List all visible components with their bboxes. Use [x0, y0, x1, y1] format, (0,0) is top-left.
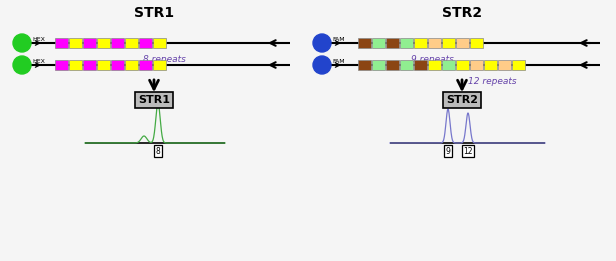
Text: 8 repeats: 8 repeats [142, 55, 185, 64]
Text: 9 repeats: 9 repeats [410, 55, 453, 64]
Text: HEX: HEX [32, 37, 45, 42]
Bar [97, 60, 110, 70]
Bar [153, 60, 166, 70]
Bar [456, 60, 469, 70]
Bar [386, 38, 399, 48]
Bar [139, 60, 152, 70]
Text: 12 repeats: 12 repeats [468, 77, 516, 86]
Circle shape [13, 34, 31, 52]
Bar [512, 60, 525, 70]
Bar [111, 60, 124, 70]
Bar [400, 38, 413, 48]
Bar [358, 60, 371, 70]
Bar [428, 38, 441, 48]
Text: HEX: HEX [32, 59, 45, 64]
Bar [442, 60, 455, 70]
Text: 12: 12 [463, 146, 472, 156]
Text: FAM: FAM [332, 59, 344, 64]
Bar [386, 60, 399, 70]
Text: STR1: STR1 [138, 95, 170, 105]
Bar [55, 38, 68, 48]
Bar [83, 38, 96, 48]
Bar [69, 60, 82, 70]
Bar [372, 60, 385, 70]
Bar [55, 60, 68, 70]
Bar [125, 38, 138, 48]
Text: STR2: STR2 [446, 95, 478, 105]
Bar [125, 60, 138, 70]
Circle shape [13, 56, 31, 74]
Bar [358, 38, 371, 48]
Text: 8: 8 [156, 146, 160, 156]
Bar [153, 38, 166, 48]
Bar [414, 38, 427, 48]
Circle shape [313, 56, 331, 74]
Bar [428, 60, 441, 70]
Bar [400, 60, 413, 70]
Text: STR1: STR1 [134, 6, 174, 20]
Bar [470, 38, 483, 48]
Text: FAM: FAM [332, 37, 344, 42]
Bar [69, 38, 82, 48]
Bar [139, 38, 152, 48]
Text: STR2: STR2 [442, 6, 482, 20]
Bar [97, 38, 110, 48]
Bar [484, 60, 497, 70]
Bar [83, 60, 96, 70]
Circle shape [313, 34, 331, 52]
Bar [498, 60, 511, 70]
Bar [372, 38, 385, 48]
Bar [442, 38, 455, 48]
Bar [470, 60, 483, 70]
Bar [111, 38, 124, 48]
Bar [414, 60, 427, 70]
Text: 9: 9 [445, 146, 450, 156]
Bar [456, 38, 469, 48]
